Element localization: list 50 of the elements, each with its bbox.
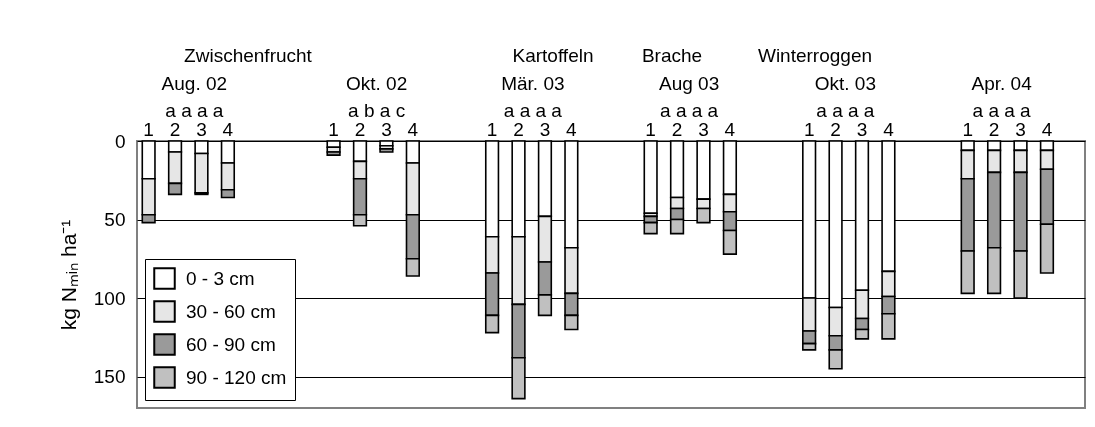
x-tick-label: 3 bbox=[196, 118, 207, 140]
x-tick-label: 4 bbox=[1041, 118, 1053, 140]
x-tick-label: 4 bbox=[724, 118, 736, 140]
x-tick-label: 3 bbox=[381, 118, 392, 140]
text: Okt. 02 bbox=[346, 73, 408, 94]
legend-label: 30 - 60 cm bbox=[186, 300, 276, 322]
x-tick-label: 3 bbox=[698, 118, 709, 140]
text: Winterroggen bbox=[757, 45, 873, 66]
text: Kartoffeln bbox=[512, 45, 594, 66]
text: a a a a bbox=[503, 100, 563, 121]
x-tick-label: 4 bbox=[222, 118, 234, 140]
x-tick-label: 3 bbox=[856, 118, 868, 140]
text: a a a a bbox=[972, 100, 1032, 121]
x-tick-label: 4 bbox=[883, 118, 895, 140]
text: Aug 03 bbox=[659, 73, 720, 94]
legend-label: 90 - 120 cm bbox=[186, 366, 287, 388]
text: Aug. 02 bbox=[161, 73, 228, 94]
x-tick-label: 2 bbox=[671, 118, 683, 140]
text: a a a a bbox=[816, 100, 875, 121]
x-tick-label: 2 bbox=[169, 118, 181, 140]
y-tick-label: 0 bbox=[114, 130, 126, 152]
x-tick-label: 2 bbox=[988, 118, 1000, 140]
text: Apr. 04 bbox=[971, 73, 1033, 94]
x-tick-label: 1 bbox=[962, 118, 973, 140]
x-tick-label: 1 bbox=[486, 118, 498, 140]
x-tick-label: 3 bbox=[1015, 118, 1026, 140]
x-tick-label: 1 bbox=[645, 118, 656, 140]
text: a a a a bbox=[165, 100, 224, 121]
x-tick-label: 4 bbox=[566, 118, 578, 140]
x-tick-label: 2 bbox=[354, 118, 366, 140]
text: a b a c bbox=[348, 100, 406, 121]
text: Okt. 03 bbox=[814, 73, 876, 94]
bar bbox=[379, 148, 394, 153]
x-tick-label: 1 bbox=[143, 118, 154, 140]
x-tick-label: 3 bbox=[539, 118, 551, 140]
y-tick-label: 100 bbox=[93, 287, 126, 309]
text: Zwischenfrucht bbox=[184, 45, 313, 66]
x-tick-label: 1 bbox=[328, 118, 339, 140]
text: Mär. 03 bbox=[501, 73, 565, 94]
text: Brache bbox=[641, 45, 703, 66]
x-tick-label: 2 bbox=[513, 118, 524, 140]
legend-label: 60 - 90 cm bbox=[186, 333, 276, 355]
y-tick-label: 50 bbox=[104, 209, 126, 231]
x-tick-label: 2 bbox=[830, 118, 841, 140]
x-tick-label: 4 bbox=[407, 118, 419, 140]
y-axis-title: kg Nₘᵢₙ ha⁻¹ bbox=[56, 219, 80, 331]
legend-label: 0 - 3 cm bbox=[186, 267, 255, 289]
y-tick-label: 150 bbox=[93, 366, 126, 388]
x-tick-label: 1 bbox=[803, 118, 815, 140]
text: a a a a bbox=[660, 100, 719, 121]
